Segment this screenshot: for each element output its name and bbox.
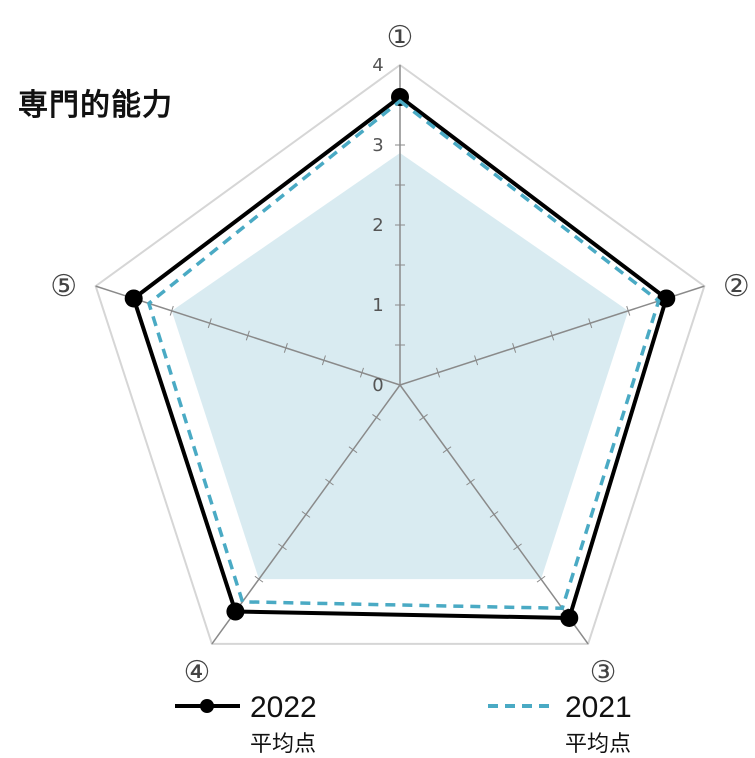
legend-sub-2021: 平均点 bbox=[565, 732, 631, 757]
series-line-2022 bbox=[131, 95, 669, 620]
tick-mark bbox=[588, 318, 593, 329]
legend-item-2022: 2022 平均点 bbox=[175, 691, 317, 757]
tick-mark bbox=[348, 446, 358, 454]
data-point-2022-5 bbox=[124, 289, 143, 308]
tick-mark bbox=[489, 511, 499, 518]
axis-label-2: ② bbox=[723, 269, 750, 304]
legend-label-2021: 2021 bbox=[565, 691, 632, 724]
tick-mark bbox=[436, 367, 441, 378]
legend-label-2022: 2022 bbox=[250, 691, 317, 724]
axis-label-3: ③ bbox=[590, 655, 617, 690]
tick-mark bbox=[283, 343, 288, 353]
axis-label-5: ⑤ bbox=[50, 269, 77, 304]
data-point-2022-3 bbox=[560, 608, 579, 627]
tick-mark bbox=[550, 330, 555, 341]
tick-mark bbox=[207, 318, 212, 329]
tick-mark bbox=[513, 543, 522, 551]
tick-label-1: 1 bbox=[372, 295, 383, 316]
tick-mark bbox=[245, 330, 250, 341]
tick-mark bbox=[536, 575, 546, 583]
tick-label-3: 3 bbox=[372, 135, 383, 156]
tick-mark bbox=[466, 478, 475, 486]
grid-outer bbox=[94, 63, 706, 645]
legend-item-2021: 2021 平均点 bbox=[488, 691, 632, 757]
tick-mark bbox=[321, 355, 326, 366]
tick-mark bbox=[512, 343, 517, 353]
data-point-2022-4 bbox=[226, 602, 245, 621]
tick-mark bbox=[278, 543, 287, 551]
tick-label-2: 2 bbox=[372, 215, 383, 236]
tick-mark bbox=[359, 367, 364, 378]
tick-mark bbox=[442, 446, 452, 454]
axis-label-1: ① bbox=[387, 20, 414, 55]
tick-mark bbox=[325, 478, 334, 486]
legend: 2022 平均点 2021 平均点 bbox=[175, 691, 632, 757]
tick-mark bbox=[169, 305, 174, 316]
series-line-2021 bbox=[147, 99, 661, 611]
legend-marker-2022 bbox=[200, 699, 214, 713]
tick-mark bbox=[626, 305, 631, 316]
legend-sub-2022: 平均点 bbox=[250, 732, 316, 757]
data-point-2022-1 bbox=[391, 88, 409, 106]
data-point-2022-2 bbox=[657, 289, 676, 308]
chart-title: 専門的能力 bbox=[18, 88, 173, 123]
tick-label-4: 4 bbox=[372, 55, 383, 76]
tick-mark bbox=[419, 414, 428, 421]
axis-label-4: ④ bbox=[183, 655, 210, 690]
tick-label-0: 0 bbox=[372, 375, 383, 396]
tick-mark bbox=[372, 414, 381, 421]
tick-mark bbox=[254, 575, 264, 583]
tick-mark bbox=[301, 511, 311, 518]
tick-mark bbox=[474, 355, 479, 366]
